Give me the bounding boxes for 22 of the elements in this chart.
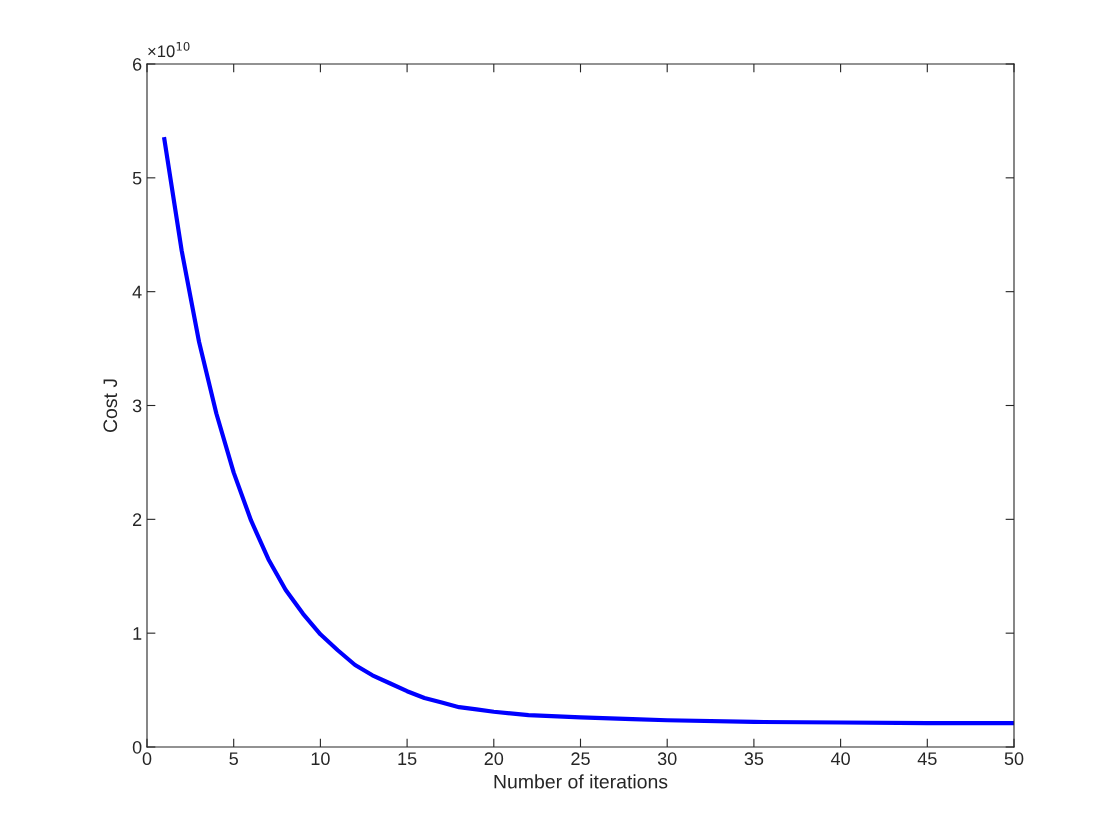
x-tick-label: 5 [229, 752, 238, 766]
x-tick-label: 25 [571, 752, 590, 766]
y-tick-label: 4 [132, 285, 142, 299]
x-tick-label: 30 [657, 752, 677, 766]
y-tick-label: 5 [132, 171, 142, 185]
x-tick-label: 20 [484, 752, 504, 766]
x-tick-label: 35 [744, 752, 764, 766]
x-tick-label: 10 [311, 752, 330, 766]
text: ×10$^{10}$ [148, 41, 190, 58]
x-tick-label: 15 [398, 752, 417, 766]
x-tick-label: 45 [917, 752, 937, 766]
x-tick-label: 0 [142, 752, 152, 766]
y-tick-label: 3 [132, 399, 142, 413]
line-series [162, 137, 1014, 726]
y-tick-label: 2 [133, 513, 142, 526]
y-tick-label: 6 [133, 57, 142, 71]
y-axis-title: Cost J [103, 379, 118, 433]
x-axis-title: Number of iterations [494, 774, 668, 789]
y-tick-label: 1 [133, 627, 142, 640]
y-tick-label: 0 [132, 740, 142, 754]
x-tick-label: 50 [1004, 752, 1024, 766]
x-tick-label: 40 [830, 752, 850, 766]
